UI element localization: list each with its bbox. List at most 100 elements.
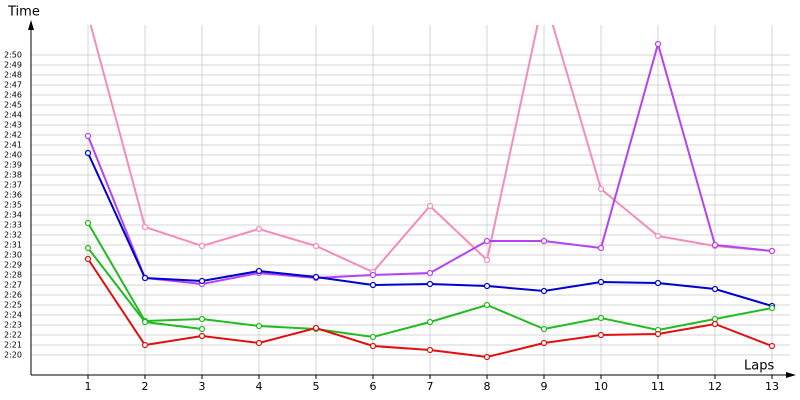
point — [597, 314, 605, 322]
point — [483, 237, 491, 245]
point — [768, 342, 776, 350]
point — [540, 287, 548, 295]
y-tick-label: 2:34 — [4, 211, 22, 220]
point — [711, 320, 719, 328]
point — [84, 149, 92, 157]
point — [426, 202, 434, 210]
point — [597, 278, 605, 286]
point — [654, 279, 662, 287]
y-tick-label: 2:25 — [4, 301, 22, 310]
point — [711, 315, 719, 323]
x-tick-label: 12 — [708, 380, 722, 393]
y-tick-label: 2:31 — [4, 241, 22, 250]
point — [540, 325, 548, 333]
point — [711, 285, 719, 293]
y-tick-label: 2:42 — [4, 131, 22, 140]
y-tick-label: 2:21 — [4, 341, 22, 350]
point — [86, 13, 91, 18]
grid — [31, 25, 790, 375]
y-tick-label: 2:47 — [4, 81, 22, 90]
point — [654, 40, 662, 48]
x-tick-label: 9 — [541, 380, 548, 393]
point — [540, 339, 548, 347]
y-tick-label: 2:38 — [4, 171, 22, 180]
point — [198, 332, 206, 340]
point — [654, 232, 662, 240]
y-tick-label: 2:23 — [4, 321, 22, 330]
y-tick-label: 2:45 — [4, 101, 22, 110]
x-tick-label: 7 — [427, 380, 434, 393]
y-tick-label: 2:46 — [4, 91, 22, 100]
point — [483, 353, 491, 361]
point — [369, 281, 377, 289]
point — [483, 301, 491, 309]
point — [141, 274, 149, 282]
y-tick-label: 2:28 — [4, 271, 22, 280]
y-tick-label: 2:43 — [4, 121, 22, 130]
y-tick-label: 2:40 — [4, 151, 22, 160]
x-axis-arrow — [786, 372, 796, 378]
point — [369, 271, 377, 279]
point — [597, 331, 605, 339]
x-tick-label: 8 — [484, 380, 491, 393]
point — [597, 244, 605, 252]
point — [141, 223, 149, 231]
y-tick-label: 2:48 — [4, 71, 22, 80]
point — [312, 324, 320, 332]
point — [312, 273, 320, 281]
y-tick-label: 2:20 — [4, 351, 22, 360]
plot-area — [84, 13, 776, 361]
y-tick-label: 2:37 — [4, 181, 22, 190]
point — [426, 346, 434, 354]
x-axis-label: Laps — [744, 359, 774, 374]
y-tick-label: 2:22 — [4, 331, 22, 340]
point — [84, 132, 92, 140]
y-tick-label: 2:36 — [4, 191, 22, 200]
point — [597, 185, 605, 193]
point — [369, 333, 377, 341]
y-tick-label: 2:27 — [4, 281, 22, 290]
point — [255, 267, 263, 275]
y-tick-label: 2:41 — [4, 141, 22, 150]
y-tick-label: 2:29 — [4, 261, 22, 270]
x-tick-label: 4 — [256, 380, 263, 393]
point — [768, 304, 776, 312]
y-tick-label: 2:30 — [4, 251, 22, 260]
x-tick-label: 5 — [313, 380, 320, 393]
point — [483, 256, 491, 264]
point — [198, 277, 206, 285]
point — [255, 322, 263, 330]
x-tick-label: 13 — [765, 380, 779, 393]
point — [312, 242, 320, 250]
y-tick-label: 2:49 — [4, 61, 22, 70]
point — [84, 219, 92, 227]
y-tick-label: 2:24 — [4, 311, 22, 320]
point — [198, 315, 206, 323]
point — [369, 342, 377, 350]
point — [654, 330, 662, 338]
x-tick-label: 6 — [370, 380, 377, 393]
point — [255, 225, 263, 233]
y-tick-label: 2:32 — [4, 231, 22, 240]
y-axis-arrow — [28, 20, 34, 30]
point — [255, 339, 263, 347]
x-tick-label: 10 — [594, 380, 608, 393]
x-tick-label: 3 — [199, 380, 206, 393]
y-axis-label: Time — [7, 5, 40, 20]
y-tick-label: 2:33 — [4, 221, 22, 230]
y-tick-label: 2:44 — [4, 111, 22, 120]
point — [426, 269, 434, 277]
point — [711, 241, 719, 249]
point — [198, 242, 206, 250]
point — [426, 318, 434, 326]
y-tick-label: 2:26 — [4, 291, 22, 300]
x-tick-label: 1 — [85, 380, 92, 393]
y-tick-label: 2:39 — [4, 161, 22, 170]
x-tick-label: 11 — [651, 380, 665, 393]
point — [768, 247, 776, 255]
point — [426, 280, 434, 288]
point — [198, 325, 206, 333]
x-tick-label: 2 — [142, 380, 149, 393]
